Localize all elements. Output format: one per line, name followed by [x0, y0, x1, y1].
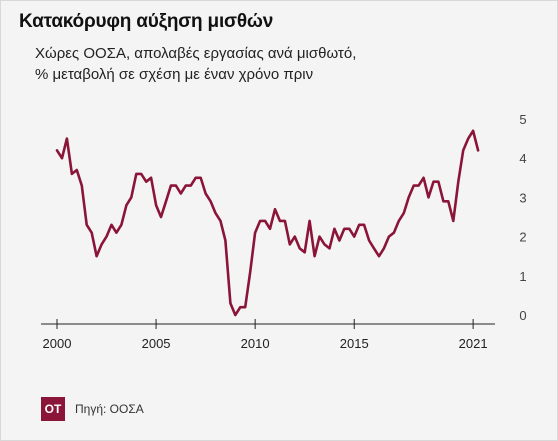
- chart-title: Κατακόρυφη αύξηση μισθών: [19, 11, 274, 32]
- footer: OT Πηγή: ΟΟΣΑ: [41, 397, 144, 421]
- x-tick-label-2005: 2005: [142, 336, 171, 351]
- x-tick-label-2000: 2000: [43, 336, 72, 351]
- x-tick-label-2010: 2010: [241, 336, 270, 351]
- subtitle-line-2: % μεταβολή σε σχέση με έναν χρόνο πριν: [35, 66, 314, 83]
- x-tick-label-2021: 2021: [459, 336, 488, 351]
- y-tick-label-3: 3: [519, 190, 526, 205]
- subtitle-line-1: Χώρες ΟΟΣΑ, απολαβές εργασίας ανά μισθωτ…: [35, 45, 357, 62]
- y-tick-label-5: 5: [519, 112, 526, 127]
- series-line-0: [55, 129, 480, 317]
- chart-subtitle: Χώρες ΟΟΣΑ, απολαβές εργασίας ανά μισθωτ…: [35, 43, 356, 85]
- y-tick-label-2: 2: [519, 230, 526, 245]
- ot-logo: OT: [41, 397, 65, 421]
- x-tick-label-2015: 2015: [340, 336, 369, 351]
- y-tick-label-1: 1: [519, 269, 526, 284]
- y-tick-label-0: 0: [519, 308, 526, 323]
- y-tick-label-4: 4: [519, 151, 526, 166]
- source-note: Πηγή: ΟΟΣΑ: [75, 402, 144, 416]
